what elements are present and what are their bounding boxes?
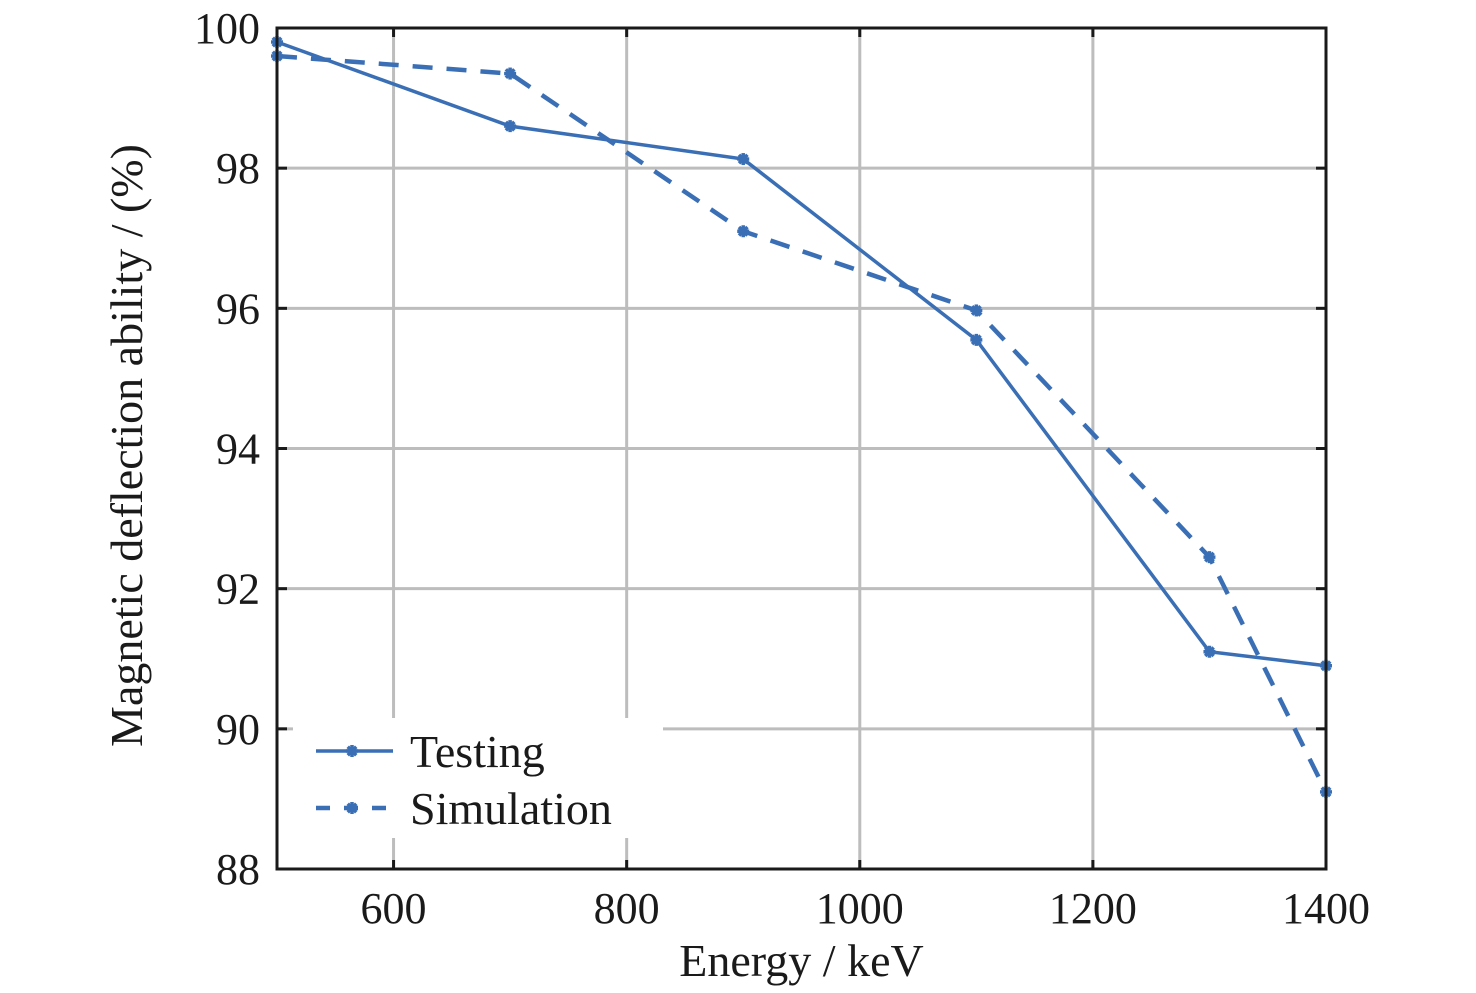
series-layer [271, 36, 1332, 798]
data-point-testing [504, 120, 517, 133]
data-point-simulation [737, 225, 750, 238]
data-point-simulation [1203, 551, 1216, 564]
data-point-simulation [970, 304, 983, 317]
x-tick-label: 800 [594, 884, 660, 933]
x-axis-title: Energy / keV [679, 935, 923, 986]
legend-item-simulation: Simulation [316, 783, 612, 834]
y-tick-label: 100 [194, 4, 260, 53]
legend-label: Simulation [410, 783, 612, 834]
x-tick-label: 1200 [1049, 884, 1137, 933]
legend-marker [346, 745, 358, 757]
y-tick-label: 90 [216, 705, 260, 754]
data-point-testing [737, 153, 750, 166]
y-tick-label: 96 [216, 284, 260, 333]
y-tick-label: 92 [216, 565, 260, 614]
legend-box [293, 718, 663, 838]
legend-marker [346, 802, 358, 814]
series-line-testing [276, 40, 1327, 668]
ticks: 600 800 1000 1200 1400 88 90 92 94 96 98 100 [194, 4, 1370, 933]
x-tick-label: 1000 [816, 884, 904, 933]
y-tick-label: 94 [216, 425, 260, 474]
legend-item-testing: Testing [316, 726, 545, 777]
y-tick-label: 98 [216, 144, 260, 193]
series-line-simulation [276, 53, 1329, 793]
data-point-testing [1203, 645, 1216, 658]
series-simulation [271, 50, 1332, 798]
y-axis-title: Magnetic deflection ability / (%) [101, 144, 152, 747]
legend-label: Testing [410, 726, 545, 777]
data-point-simulation [504, 67, 517, 80]
x-tick-label: 1400 [1282, 884, 1370, 933]
x-tick-label: 600 [361, 884, 427, 933]
y-tick-label: 88 [216, 845, 260, 894]
legend: Testing Simulation [293, 718, 663, 838]
data-point-testing [970, 333, 983, 346]
series-testing [271, 36, 1332, 672]
